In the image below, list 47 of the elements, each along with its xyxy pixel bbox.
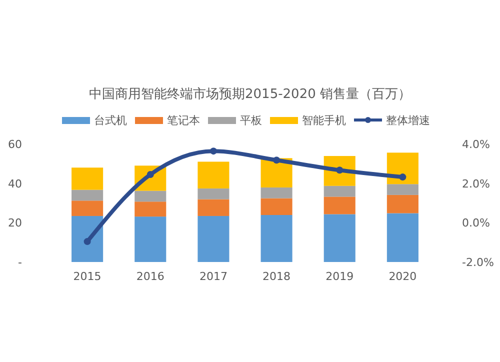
- bar: [324, 214, 356, 262]
- x-tick-label: 2017: [199, 270, 228, 283]
- point: [336, 166, 344, 174]
- bar: [198, 188, 230, 200]
- bar: [198, 199, 230, 216]
- x-tick-label: 2019: [326, 270, 354, 283]
- bar: [260, 214, 292, 262]
- x-tick-label: 2016: [136, 270, 164, 283]
- y2-tick-label: 4.0%: [462, 138, 490, 151]
- x-tick-label: 2015: [73, 270, 102, 283]
- legend-label: 平板: [240, 114, 262, 127]
- y-tick-label: 40: [8, 177, 22, 190]
- bar: [260, 198, 292, 215]
- y-tick-label: 20: [8, 216, 22, 230]
- legend-label: 笔记本: [167, 114, 200, 127]
- legend-label: 智能手机: [302, 114, 346, 127]
- point: [210, 148, 217, 155]
- bar: [134, 216, 166, 262]
- bar: [386, 213, 418, 262]
- point: [84, 238, 91, 246]
- bar: [72, 190, 104, 201]
- bar: [386, 184, 418, 195]
- bar: [324, 186, 356, 197]
- bar: [134, 202, 166, 217]
- point: [399, 174, 406, 181]
- legend-label: 整体增速: [386, 114, 430, 127]
- bar: [198, 216, 230, 262]
- y2-tick-label: -2.0%: [462, 256, 494, 269]
- legend-label: 台式机: [94, 114, 127, 127]
- bar: [324, 196, 356, 214]
- x-tick-label: 2020: [388, 270, 417, 283]
- bar: [72, 168, 104, 190]
- bar: [386, 194, 418, 214]
- bar: [72, 200, 104, 216]
- point: [146, 170, 154, 178]
- bar: [72, 216, 104, 262]
- y2-tick-label: 0.0%: [462, 216, 490, 230]
- y-tick-label: 60: [8, 138, 22, 151]
- chart-title: 中国商用智能终端市场预期2015-2020 销售量（百万）: [89, 87, 411, 102]
- y-tick-label: -: [18, 256, 22, 269]
- y2-tick-label: 2.0%: [462, 177, 490, 190]
- point: [273, 156, 280, 164]
- bar: [198, 162, 230, 188]
- bar: [260, 187, 292, 198]
- x-tick-label: 2018: [262, 270, 291, 283]
- bar: [134, 190, 166, 202]
- bar: [386, 152, 418, 184]
